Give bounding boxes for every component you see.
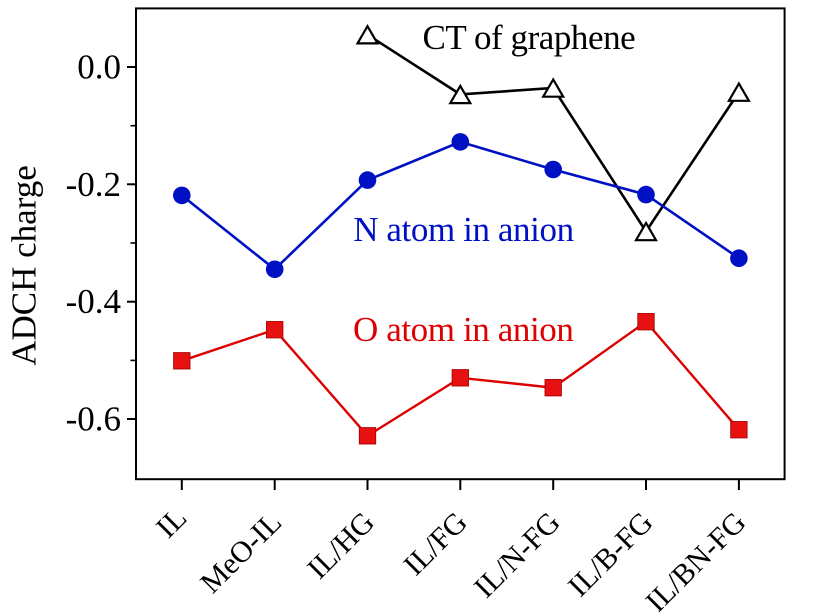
svg-text:IL/N-FG: IL/N-FG xyxy=(468,506,567,605)
svg-text:ADCH charge: ADCH charge xyxy=(5,165,44,366)
svg-text:IL: IL xyxy=(150,501,193,544)
svg-text:N atom in anion: N atom in anion xyxy=(353,210,574,249)
svg-text:IL/BN-FG: IL/BN-FG xyxy=(639,506,752,612)
svg-text:IL/FG: IL/FG xyxy=(397,506,473,582)
svg-text:-0.6: -0.6 xyxy=(66,400,121,439)
svg-text:CT of graphene: CT of graphene xyxy=(423,18,636,57)
svg-text:IL/HG: IL/HG xyxy=(301,506,381,586)
svg-text:0.0: 0.0 xyxy=(77,48,121,87)
svg-text:O atom in anion: O atom in anion xyxy=(353,310,574,349)
svg-text:-0.4: -0.4 xyxy=(66,282,121,321)
svg-text:MeO-IL: MeO-IL xyxy=(194,506,288,600)
svg-text:-0.2: -0.2 xyxy=(66,165,121,204)
